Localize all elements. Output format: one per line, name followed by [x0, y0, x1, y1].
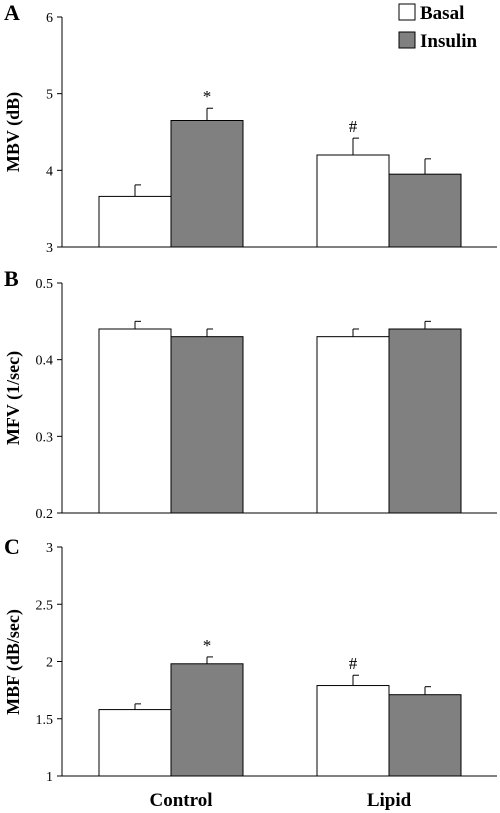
- x-category-label-lipid: Lipid: [367, 790, 412, 811]
- panel-c-bar-lipid-insulin: [388, 694, 462, 777]
- y-axis-title-mbv: MBV (dB): [3, 92, 24, 172]
- x-category-label-control: Control: [150, 790, 213, 811]
- panel-letter-a: A: [4, 0, 20, 25]
- legend-label-basal: Basal: [420, 3, 464, 24]
- panel-b-y-tick-label: 0.5: [36, 277, 54, 292]
- panel-c-y-tick-label: 1.5: [36, 713, 54, 728]
- panel-a-bar-lipid-basal: [316, 154, 390, 248]
- panel-c-y-tick-label: 2: [46, 656, 53, 671]
- panel-c-bar-control-basal: [98, 709, 172, 777]
- panel-letter-b: B: [4, 266, 19, 291]
- panel-b-bar-control-insulin: [170, 336, 244, 514]
- panel-a-bar-control-basal: [98, 195, 172, 248]
- panel-a-significance-marker: #: [349, 117, 358, 136]
- panel-a-significance-marker: *: [203, 87, 212, 106]
- panel-c-significance-marker: *: [203, 636, 212, 655]
- panel-b-bar-lipid-basal: [316, 336, 390, 514]
- panel-b-y-tick-label: 0.2: [36, 507, 54, 522]
- panel-a-bar-control-insulin: [170, 120, 244, 248]
- panel-a-bar-lipid-insulin: [388, 173, 462, 248]
- legend: Basal Insulin: [398, 3, 477, 52]
- legend-swatch-basal: [398, 3, 416, 21]
- panel-c-bar-lipid-basal: [316, 685, 390, 777]
- panel-b-y-tick-label: 0.3: [36, 430, 54, 445]
- y-axis-title-mbf: MBF (dB/sec): [3, 609, 24, 715]
- panel-b-bar-lipid-insulin: [388, 328, 462, 514]
- panel-letter-c: C: [4, 534, 20, 559]
- panel-c-bar-control-insulin: [170, 663, 244, 777]
- panel-a-y-tick-label: 5: [46, 88, 53, 103]
- panel-b-bar-control-basal: [98, 328, 172, 514]
- panel-b-y-tick-label: 0.4: [36, 354, 54, 369]
- panel-c-y-tick-label: 3: [46, 541, 53, 556]
- panel-c-y-tick-label: 2.5: [36, 598, 54, 613]
- panel-a-y-tick-label: 6: [46, 11, 53, 26]
- panel-a-y-tick-label: 3: [46, 241, 53, 256]
- plot-area: 3 4 5 6 * #0.2 0.3 0.4 0.5 1 1.5 2 2.5 3 * #: [36, 11, 497, 785]
- y-axis-title-mfv: MFV (1/sec): [3, 351, 24, 445]
- legend-swatch-insulin: [398, 31, 416, 49]
- panel-a-y-tick-label: 4: [46, 164, 53, 179]
- legend-label-insulin: Insulin: [420, 31, 477, 52]
- panel-c-significance-marker: #: [349, 654, 358, 673]
- panel-c-y-tick-label: 1: [46, 770, 53, 785]
